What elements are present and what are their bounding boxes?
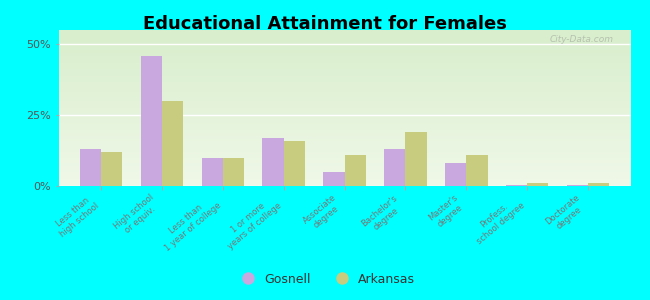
Bar [140, 56, 162, 186]
Bar [406, 132, 426, 186]
Bar [506, 185, 527, 186]
Bar [588, 183, 609, 186]
Bar [527, 183, 549, 186]
Bar [101, 152, 122, 186]
Bar [384, 149, 406, 186]
Bar [223, 158, 244, 186]
Bar [80, 149, 101, 186]
Bar [445, 163, 466, 186]
Text: Educational Attainment for Females: Educational Attainment for Females [143, 15, 507, 33]
Bar [263, 138, 283, 186]
Legend: Gosnell, Arkansas: Gosnell, Arkansas [230, 268, 420, 291]
Bar [466, 155, 488, 186]
Bar [283, 141, 305, 186]
Bar [323, 172, 345, 186]
Bar [202, 158, 223, 186]
Bar [567, 185, 588, 186]
Bar [344, 155, 366, 186]
Text: City-Data.com: City-Data.com [549, 35, 614, 44]
Bar [162, 101, 183, 186]
